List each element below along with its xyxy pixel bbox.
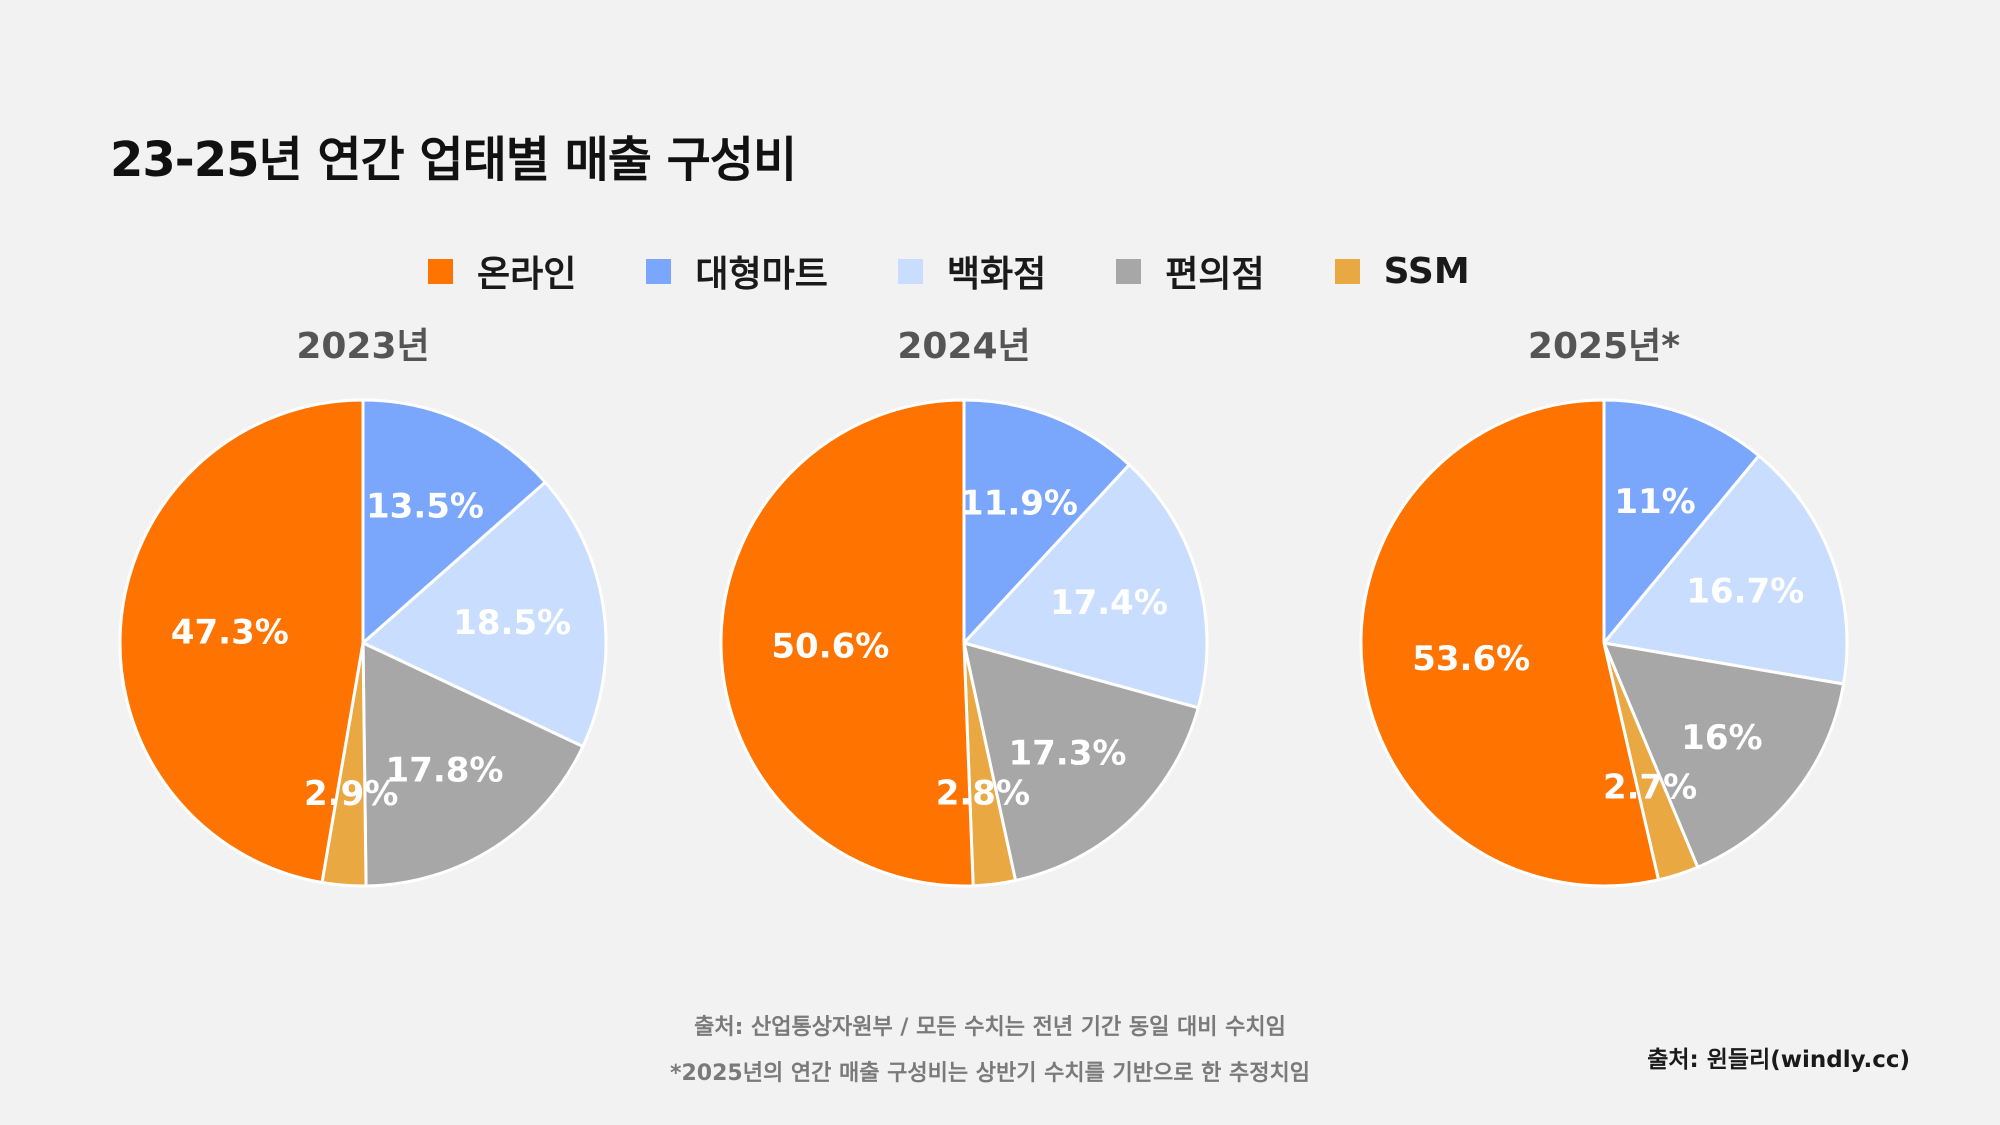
legend-item-online: 온라인 xyxy=(428,245,576,297)
pie-label-hypermarket: 13.5% xyxy=(366,487,484,527)
legend-swatch-hypermarket xyxy=(646,258,672,284)
pie-slice-hypermarket xyxy=(1602,398,1761,645)
pie-slice-convenience-store xyxy=(962,641,1200,882)
pie-slice-convenience-store xyxy=(1602,641,1846,869)
pie-slice-online xyxy=(719,398,975,888)
legend-swatch-department-store xyxy=(897,258,923,284)
pie-slice-department-store xyxy=(1602,454,1849,686)
pie-slice-hypermarket xyxy=(962,398,1131,645)
pie-label-convenience-store: 16% xyxy=(1681,718,1762,758)
legend-swatch-convenience-store xyxy=(1116,258,1142,284)
pie-label-convenience-store: 17.8% xyxy=(386,751,504,791)
pie-label-ssm: 2.9% xyxy=(304,774,398,814)
legend-item-convenience-store: 편의점 xyxy=(1116,245,1265,297)
legend-label-online: 온라인 xyxy=(477,254,577,295)
pie-label-online: 53.6% xyxy=(1412,639,1530,679)
legend-item-department-store: 백화점 xyxy=(897,245,1047,297)
pie-label-ssm: 2.7% xyxy=(1603,767,1697,807)
legend-item-ssm: SSM xyxy=(1334,250,1470,292)
pie-slice-convenience-store xyxy=(361,641,585,888)
pie-slice-hypermarket xyxy=(361,398,547,645)
credit: 출처: 윈들리(windly.cc) xyxy=(1647,1047,1910,1073)
pie-label-online: 50.6% xyxy=(771,627,889,667)
pie-label-department-store: 16.7% xyxy=(1686,572,1804,612)
pie-slice-department-store xyxy=(361,480,608,748)
pie-label-ssm: 2.8% xyxy=(936,773,1030,813)
legend-label-department-store: 백화점 xyxy=(946,254,1047,295)
pie-slice-online xyxy=(1359,398,1660,888)
pie-label-convenience-store: 17.3% xyxy=(1008,734,1126,774)
pie-chart-1: 2023년 13.5% 18.5% 17.8%2.9% 47.3% xyxy=(118,326,608,888)
footnotes: 출처: 산업통상자원부 / 모든 수치는 전년 기간 동일 대비 수치임 *20… xyxy=(500,1005,1480,1097)
pie-title-3: 2025년* xyxy=(1528,326,1680,367)
legend-label-ssm: SSM xyxy=(1383,250,1470,292)
pie-label-department-store: 18.5% xyxy=(453,603,571,643)
pie-chart-3: 2025년* 11% 16.7% 16% 2.7% 53.6% xyxy=(1359,326,1849,888)
pie-title-2: 2024년 xyxy=(897,326,1030,367)
pie-slice-online xyxy=(118,398,365,885)
source-note: 출처: 산업통상자원부 / 모든 수치는 전년 기간 동일 대비 수치임 xyxy=(694,1015,1286,1040)
legend-item-hypermarket: 대형마트 xyxy=(646,245,828,297)
pie-chart-2: 2024년 11.9% 17.4% 17.3%2.8% 50.6% xyxy=(719,326,1209,888)
legend-swatch-ssm xyxy=(1334,258,1360,284)
pie-title-1: 2023년 xyxy=(296,326,429,367)
legend-label-convenience-store: 편의점 xyxy=(1165,254,1265,295)
pie-label-hypermarket: 11.9% xyxy=(960,484,1078,524)
chart-title: 23-25년 연간 업태별 매출 구성비 xyxy=(110,132,797,188)
pie-label-hypermarket: 11% xyxy=(1614,482,1695,522)
pie-label-department-store: 17.4% xyxy=(1050,583,1168,623)
pie-slice-department-store xyxy=(962,463,1209,710)
pie-label-online: 47.3% xyxy=(171,613,289,653)
legend: 온라인 대형마트 백화점 편의점 SSM xyxy=(428,245,1470,297)
legend-label-hypermarket: 대형마트 xyxy=(695,254,828,295)
estimate-note: *2025년의 연간 매출 구성비는 상반기 수치를 기반으로 한 추정치임 xyxy=(669,1061,1310,1086)
legend-swatch-online xyxy=(428,258,453,284)
